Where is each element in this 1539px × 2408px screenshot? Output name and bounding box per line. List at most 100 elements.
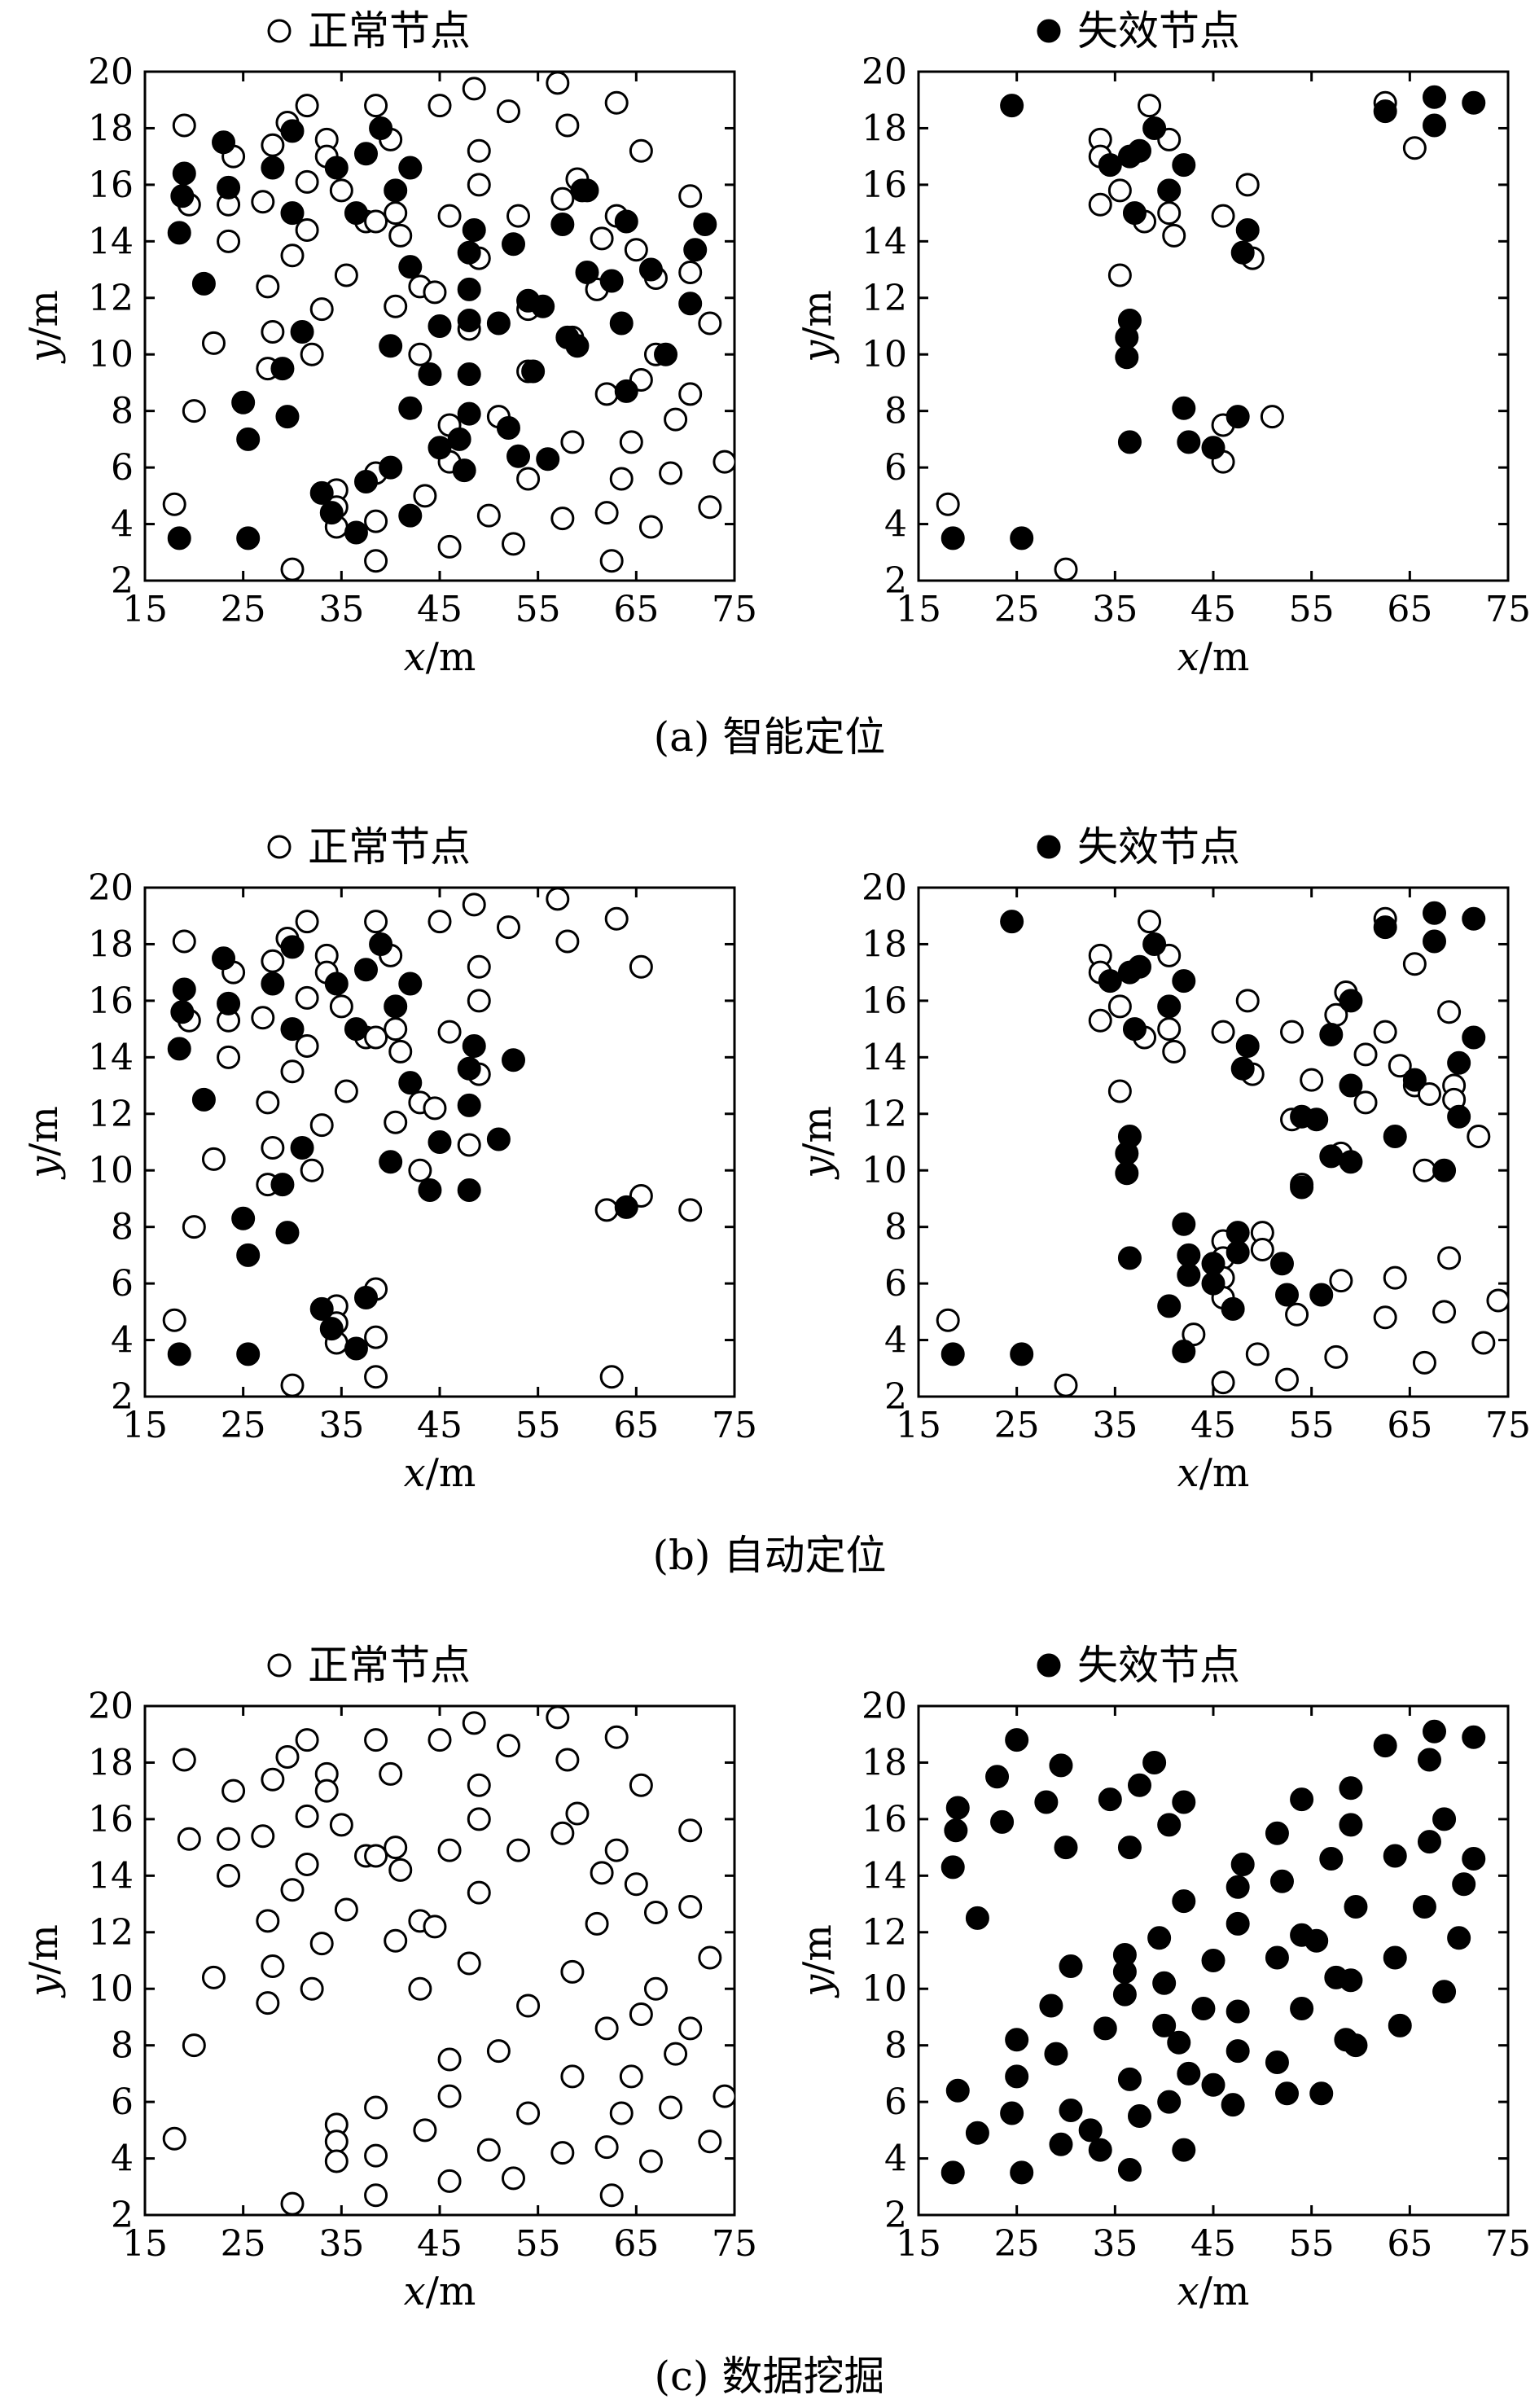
scatter-point-failed — [170, 184, 195, 208]
scatter-point-normal — [1329, 1269, 1353, 1293]
scatter-point-failed — [1201, 1949, 1226, 1972]
scatter-point-normal — [364, 509, 388, 533]
scatter-point-normal — [678, 382, 703, 406]
scatter-point-normal — [698, 1945, 722, 1970]
scatter-point-failed — [172, 161, 196, 186]
scatter-point-failed — [280, 201, 305, 226]
y-axis-label: y/m — [21, 290, 67, 364]
x-tick-label: 75 — [712, 2223, 757, 2265]
y-tick-label: 20 — [862, 51, 907, 93]
scatter-point-normal — [604, 1838, 629, 1862]
scatter-point-failed — [940, 526, 965, 550]
scatter-point-normal — [1300, 1068, 1324, 1092]
scatter-point-failed — [486, 311, 511, 336]
y-tick-label: 14 — [88, 1037, 134, 1078]
scatter-point-normal — [384, 1110, 408, 1134]
scatter-point-failed — [261, 972, 285, 996]
scatter-point-failed — [1383, 1125, 1407, 1149]
scatter-point-failed — [1098, 153, 1122, 178]
scatter-point-normal — [1353, 1090, 1378, 1115]
scatter-point-failed — [1432, 1980, 1457, 2004]
scatter-point-normal — [182, 399, 206, 423]
x-tick-label: 55 — [1289, 1405, 1335, 1446]
scatter-point-failed — [1265, 2051, 1289, 2074]
scatter-point-normal — [502, 2166, 525, 2191]
scatter-point-failed — [1221, 2093, 1245, 2117]
scatter-point-failed — [398, 503, 423, 528]
scatter-point-normal — [280, 1373, 305, 1397]
scatter-point-failed — [1339, 1968, 1363, 1993]
scatter-point-failed — [1078, 2118, 1103, 2143]
scatter-point-failed — [369, 116, 393, 140]
scatter-panel-b-normal: 15 25 35 45 55 65 75 2 4 6 8 10 12 14 16 18 20 x/m y/m 正常节点 — [21, 823, 757, 1496]
scatter-point-failed — [550, 213, 575, 236]
scatter-point-normal — [256, 1090, 280, 1115]
scatter-point-failed — [1034, 1790, 1059, 1814]
scatter-point-normal — [295, 94, 319, 118]
scatter-point-failed — [683, 238, 708, 262]
y-axis-label: y/m — [21, 1924, 67, 1998]
scatter-point-failed — [1275, 2081, 1299, 2106]
scatter-point-normal — [1373, 1020, 1397, 1044]
scatter-point-normal — [201, 1147, 226, 1171]
y-tick-label: 10 — [862, 1150, 907, 1191]
scatter-point-normal — [295, 217, 319, 242]
scatter-point-normal — [1260, 405, 1284, 429]
scatter-point-failed — [1462, 1847, 1486, 1871]
y-axis-label: y/m — [795, 1106, 840, 1180]
scatter-point-normal — [496, 915, 520, 940]
x-axis-label: x/m — [1177, 2269, 1250, 2314]
scatter-point-normal — [329, 178, 353, 203]
y-tick-label: 12 — [88, 1094, 134, 1135]
x-tick-label: 15 — [896, 1405, 941, 1446]
y-tick-label: 4 — [884, 504, 907, 546]
scatter-point-normal — [437, 204, 462, 228]
scatter-point-failed — [447, 427, 471, 451]
scatter-point-failed — [462, 1033, 486, 1058]
scatter-point-normal — [604, 1725, 629, 1749]
scatter-point-failed — [1290, 1175, 1314, 1200]
scatter-point-failed — [1177, 2061, 1201, 2086]
scatter-point-failed — [1142, 116, 1167, 140]
scatter-point-normal — [177, 1827, 201, 1851]
y-axis-label: y/m — [795, 290, 840, 364]
scatter-point-failed — [354, 958, 378, 982]
scatter-point-failed — [1157, 1813, 1182, 1837]
scatter-point-normal — [594, 1198, 619, 1222]
scatter-point-normal — [280, 557, 305, 581]
scatter-point-failed — [940, 2160, 965, 2185]
x-tick-label: 45 — [1190, 1405, 1236, 1446]
scatter-point-normal — [1285, 1302, 1309, 1327]
scatter-point-normal — [408, 342, 432, 366]
scatter-point-normal — [201, 1965, 226, 1989]
scatter-point-failed — [418, 1178, 442, 1203]
x-tick-label: 55 — [515, 2223, 561, 2265]
scatter-point-failed — [1373, 915, 1397, 940]
scatter-point-failed — [236, 526, 261, 550]
scatter-point-failed — [1152, 1971, 1177, 1995]
scatter-point-failed — [1221, 1296, 1245, 1321]
scatter-point-normal — [309, 1932, 334, 1956]
scatter-point-failed — [1201, 1271, 1226, 1296]
scatter-point-failed — [1172, 1339, 1196, 1363]
scatter-point-failed — [1049, 2132, 1073, 2156]
scatter-point-failed — [944, 1818, 968, 1843]
scatter-point-failed — [1122, 1017, 1147, 1042]
scatter-point-normal — [261, 319, 285, 344]
scatter-point-normal — [1157, 1017, 1182, 1042]
y-tick-label: 14 — [862, 1855, 907, 1897]
y-tick-label: 20 — [862, 1686, 907, 1727]
y-tick-label: 4 — [111, 2138, 134, 2180]
caption-a: (a) 智能定位 — [654, 713, 886, 761]
scatter-point-failed — [1128, 1773, 1151, 1797]
scatter-point-normal — [423, 280, 447, 305]
scatter-point-failed — [1010, 526, 1034, 550]
y-tick-label: 4 — [111, 504, 134, 546]
scatter-point-normal — [261, 1767, 285, 1792]
y-tick-label: 16 — [88, 1799, 134, 1840]
scatter-point-failed — [1423, 901, 1446, 925]
scatter-point-failed — [1230, 1056, 1255, 1081]
scatter-point-failed — [1226, 2039, 1250, 2064]
scatter-point-failed — [1005, 2064, 1029, 2089]
x-tick-label: 35 — [318, 1405, 364, 1446]
